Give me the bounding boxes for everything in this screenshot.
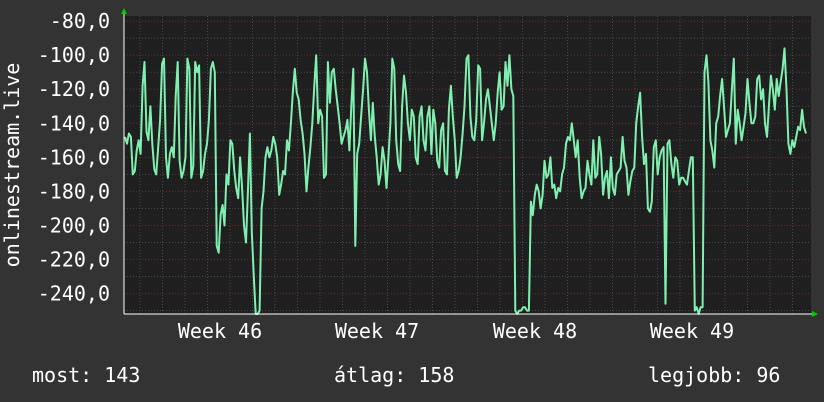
y-tick-label: -140,0 — [38, 111, 110, 135]
y-axis-ticks: -80,0 -100,0 -120,0 -140,0 -160,0 -180,0 -200,… — [38, 9, 110, 305]
x-tick-label: Week 48 — [493, 319, 577, 343]
y-axis-arrow-icon — [121, 8, 127, 14]
current-value-stat: most: 143 — [32, 363, 141, 387]
x-axis-ticks: Week 46 Week 47 Week 48 Week 49 — [178, 319, 734, 343]
best-value-stat: legjobb: 96 — [648, 363, 781, 387]
x-tick-label: Week 49 — [650, 319, 734, 343]
y-tick-label: -180,0 — [38, 179, 110, 203]
y-tick-label: -120,0 — [38, 77, 110, 101]
x-axis-arrow-icon — [812, 311, 818, 317]
plot-area — [124, 16, 811, 314]
average-value-stat: átlag: 158 — [334, 363, 455, 387]
y-tick-label: -100,0 — [38, 43, 110, 67]
x-tick-label: Week 47 — [335, 319, 419, 343]
y-tick-label: -80,0 — [50, 9, 110, 33]
series-line — [124, 47, 807, 315]
y-tick-label: -200,0 — [38, 213, 110, 237]
y-axis-label: onlinestream.live — [0, 63, 24, 268]
y-tick-label: -240,0 — [38, 282, 110, 306]
y-tick-label: -160,0 — [38, 145, 110, 169]
x-tick-label: Week 46 — [178, 319, 262, 343]
y-tick-label: -220,0 — [38, 248, 110, 272]
